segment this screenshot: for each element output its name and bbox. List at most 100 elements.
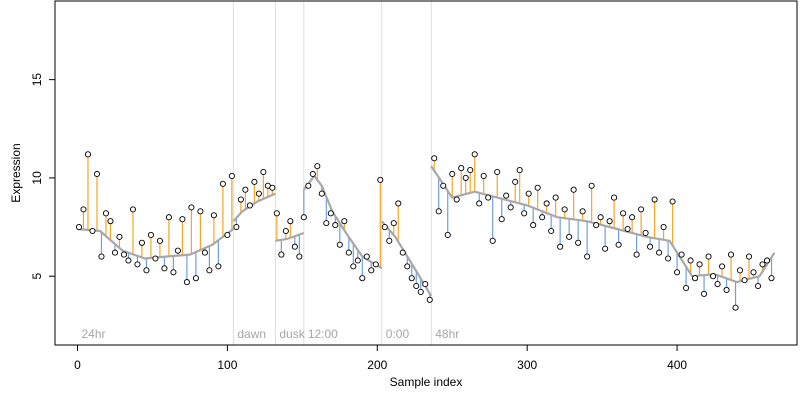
data-point [692,275,699,282]
x-tick-label: 300 [517,358,537,372]
data-point [633,251,640,258]
section-label-1: dawn [237,327,266,341]
section-label-0: 24hr [81,327,105,341]
data-point [552,194,559,201]
data-point [287,218,294,225]
data-point [197,208,204,215]
data-point [701,290,708,297]
data-point [525,190,532,197]
data-point [476,200,483,207]
data-point [233,224,240,231]
data-point [336,241,343,248]
data-point [399,249,406,256]
section-label-2: dusk [279,327,305,341]
data-point [440,182,447,189]
data-point [116,233,123,240]
section-labels: 24hr dawn dusk 12:00 0:00 48hr [81,327,459,341]
data-point [147,231,154,238]
data-point [314,163,321,170]
data-point [674,269,681,276]
data-point [754,282,762,290]
data-point [705,253,712,260]
y-axis: 5 10 15 [30,73,56,280]
x-tick-label: 200 [367,358,387,372]
data-point [647,243,654,250]
data-point [219,180,226,187]
data-point [341,218,348,225]
data-point [579,208,586,215]
data-point [345,249,352,256]
x-axis: 0 100 200 300 400 [74,344,687,372]
data-point [602,245,609,252]
data-point [629,214,636,221]
data-point [305,182,312,189]
x-tick-label: 100 [217,358,237,372]
data-point [138,239,145,246]
data-point [206,267,213,274]
data-point [611,194,618,201]
data-point [152,255,159,262]
data-point [417,288,424,295]
data-point [588,182,595,189]
data-point [723,286,730,294]
data-point [174,247,181,254]
data-point [359,275,366,282]
data-point [480,172,487,179]
data-point [467,167,474,174]
data-point [471,151,478,158]
data-point [593,222,600,229]
data-point [719,263,726,270]
data-point [125,257,132,264]
data-point [354,257,361,264]
data-point [255,190,262,197]
data-point [80,206,87,213]
data-point [143,267,150,274]
data-point [624,225,631,233]
data-point [498,216,505,223]
data-point [548,227,555,235]
data-point [741,277,748,284]
data-point [404,263,411,270]
data-point [107,218,114,225]
data-point [462,174,469,181]
data-point [539,214,546,221]
data-point [372,261,379,268]
data-point [444,231,451,238]
data-point [129,206,136,213]
data-point [678,251,685,258]
data-point [449,170,456,178]
data-point [395,200,402,207]
data-point [745,253,753,260]
data-point [363,253,370,260]
data-point [422,281,429,288]
section-label-3: 12:00 [308,327,338,341]
data-point [323,220,330,227]
data-point [161,265,168,272]
section-divider-lines [232,1,432,345]
data-point [435,208,442,215]
fit-line-segment [275,231,305,242]
data-point [228,172,235,179]
data-point [638,206,645,213]
data-points [75,151,775,311]
data-point [89,227,96,235]
x-tick-label: 0 [74,358,81,372]
data-point [120,251,128,258]
data-point [350,263,357,270]
data-point [282,227,289,235]
data-point [296,253,303,260]
data-point [102,210,110,217]
data-point [584,253,591,260]
data-point [575,239,582,246]
data-point [620,210,627,217]
data-point [557,243,564,250]
y-tick-label: 5 [30,273,44,280]
data-point [165,214,172,221]
data-point [210,212,217,219]
data-point [134,261,141,268]
section-label-5: 48hr [435,327,459,341]
data-point [251,178,258,185]
data-point [566,233,573,240]
data-point [485,194,492,201]
